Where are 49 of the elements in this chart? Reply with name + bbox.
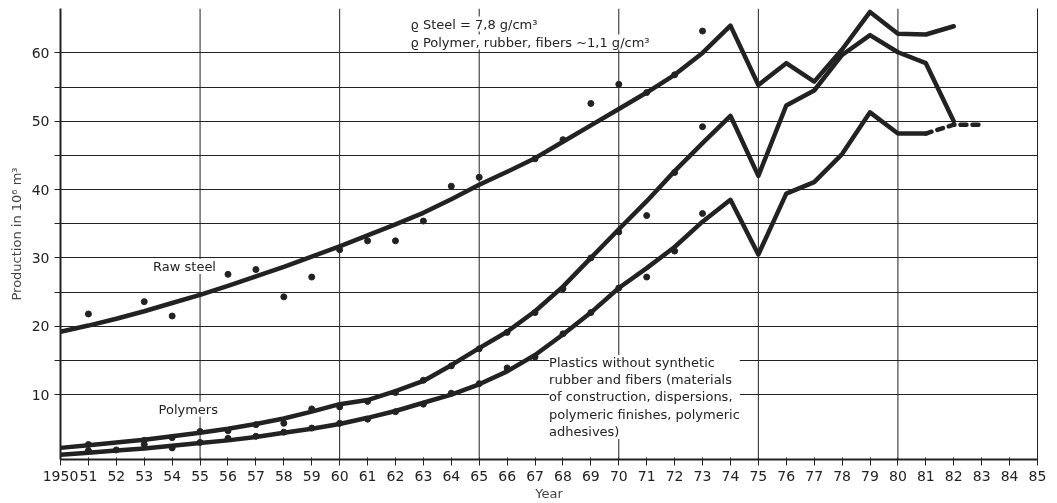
x-tick-label: 76 xyxy=(777,467,796,484)
series-label: Polymers xyxy=(158,401,219,417)
x-tick-label: 62 xyxy=(386,467,405,484)
x-tick-label: 52 xyxy=(107,467,126,484)
x-tick-label: 53 xyxy=(135,467,154,484)
x-tick-label: 61 xyxy=(358,467,377,484)
y-axis-title: Production in 10⁶ m³ xyxy=(8,167,24,301)
x-tick-label: 77 xyxy=(805,467,824,484)
x-tick-label: 56 xyxy=(219,467,237,484)
x-axis-title: Year xyxy=(534,485,564,501)
x-tick-label: 70 xyxy=(609,467,628,484)
x-tick-label: 73 xyxy=(693,467,712,484)
x-tick-label: 78 xyxy=(833,467,852,484)
x-tick-label: 51 xyxy=(79,467,98,484)
x-tick-label: 81 xyxy=(916,467,935,484)
x-tick-label: 83 xyxy=(972,467,991,484)
x-tick-label: 59 xyxy=(302,467,321,484)
x-tick-label: 75 xyxy=(749,467,768,484)
x-tick-label: 68 xyxy=(554,467,572,484)
y-tick-label: 30 xyxy=(31,249,50,266)
x-tick-label: 72 xyxy=(665,467,684,484)
x-tick-label: 71 xyxy=(637,467,656,484)
x-tick-label: 64 xyxy=(442,467,461,484)
x-tick-label: 69 xyxy=(581,467,600,484)
x-tick-label: 67 xyxy=(526,467,544,484)
x-tick-label: 65 xyxy=(470,467,489,484)
x-tick-label: 79 xyxy=(861,467,879,484)
y-tick-label: 40 xyxy=(31,181,50,198)
x-tick-label: 58 xyxy=(274,467,293,484)
series-label: Raw steel xyxy=(153,258,216,274)
x-tick-label: 80 xyxy=(889,467,907,484)
x-tick-label: 84 xyxy=(1000,467,1019,484)
x-tick-label: 74 xyxy=(721,467,740,484)
y-tick-label: 10 xyxy=(31,386,50,403)
series-label: Plastics without synthetic rubber and fibers (materials of construction, dispersions, polymeric finishes, polymeric adhesives) xyxy=(549,354,740,439)
x-tick-label: 57 xyxy=(246,467,265,484)
y-tick-label: 50 xyxy=(31,113,50,130)
x-tick-label: 55 xyxy=(191,467,209,484)
y-tick-label: 60 xyxy=(31,44,50,61)
x-tick-label: 54 xyxy=(163,467,182,484)
annotation: ϱ Steel = 7,8 g/cm³ xyxy=(410,16,538,32)
x-tick-label: 85 xyxy=(1028,467,1047,484)
x-tick-label: 82 xyxy=(944,467,963,484)
x-tick-label: 63 xyxy=(414,467,433,484)
x-tick-label: 1950 xyxy=(42,467,79,484)
x-tick-label: 66 xyxy=(498,467,517,484)
y-tick-label: 20 xyxy=(31,318,50,335)
annotation: ϱ Polymer, rubber, fibers ~1,1 g/cm³ xyxy=(410,34,650,50)
x-tick-label: 60 xyxy=(330,467,349,484)
